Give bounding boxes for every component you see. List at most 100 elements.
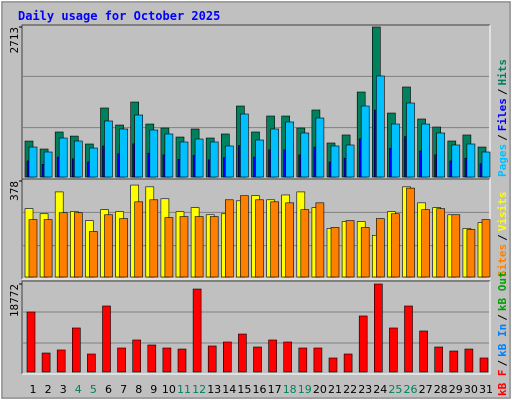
bar: [421, 209, 430, 278]
x-tick-label: 26: [404, 383, 418, 396]
bar: [449, 350, 459, 373]
bar: [479, 357, 489, 373]
bar: [375, 218, 385, 278]
x-tick-label: 18: [283, 383, 297, 396]
bar: [343, 353, 353, 373]
x-tick-label: 8: [135, 383, 142, 396]
x-tick-label: 23: [358, 383, 372, 396]
bar: [345, 220, 355, 278]
bar: [134, 201, 143, 278]
x-tick-label: 22: [343, 383, 357, 396]
x-tick-label: 21: [328, 383, 342, 396]
x-tick-label: 9: [150, 383, 157, 396]
x-tick-label: 27: [419, 383, 433, 396]
bar: [406, 187, 415, 278]
bar: [330, 227, 340, 278]
bar: [253, 346, 262, 373]
bar: [360, 227, 370, 278]
legend: Pages / Files / Hits: [496, 59, 509, 177]
chart-title: Daily usage for October 2025: [18, 9, 220, 23]
bar: [162, 347, 172, 373]
bar: [41, 352, 51, 373]
bar: [300, 132, 310, 178]
bar: [481, 219, 491, 278]
legend-separator: /: [496, 360, 509, 367]
bar: [451, 144, 461, 178]
bar: [466, 143, 476, 178]
bar: [74, 212, 83, 278]
bar: [436, 132, 446, 178]
panel-bevel-dark: [21, 280, 490, 374]
bar: [72, 327, 81, 373]
bar: [434, 346, 444, 373]
bar: [58, 137, 68, 178]
bar: [89, 231, 98, 278]
x-tick-label: 16: [253, 383, 267, 396]
x-tick-label: 4: [75, 383, 82, 396]
legend: Sites / Visits: [496, 192, 509, 278]
x-tick-label: 11: [177, 383, 191, 396]
bar: [404, 305, 413, 373]
bar: [117, 347, 126, 373]
x-tick-label: 5: [90, 383, 97, 396]
bar: [209, 141, 219, 178]
x-tick-label: 20: [313, 383, 327, 396]
bar: [285, 121, 295, 178]
bar: [179, 141, 189, 178]
panel-bevel-light: [22, 179, 491, 280]
bar: [283, 341, 293, 373]
bar: [149, 199, 159, 278]
bar: [104, 120, 113, 178]
legend-entry: Files: [496, 98, 509, 131]
bar: [104, 214, 113, 278]
bar: [313, 347, 323, 373]
panel-bevel-dark: [21, 178, 490, 279]
bar: [134, 114, 143, 178]
x-tick-label: 6: [105, 383, 112, 396]
bar: [419, 330, 428, 373]
bar: [255, 139, 264, 178]
legend-separator: /: [496, 134, 509, 141]
x-tick-label: 29: [449, 383, 463, 396]
bar: [315, 202, 325, 278]
legend-separator: /: [496, 314, 509, 321]
bar: [102, 305, 111, 373]
bar: [285, 202, 295, 278]
bar: [87, 353, 96, 373]
legend-separator: /: [496, 234, 509, 241]
bar: [149, 129, 159, 178]
x-tick-label: 7: [120, 383, 127, 396]
y-max-label: 18772: [8, 284, 21, 317]
x-tick-label: 24: [373, 383, 387, 396]
bar: [270, 201, 279, 278]
bar: [389, 327, 398, 373]
legend-entry: Hits: [496, 59, 509, 86]
x-tick-label: 31: [479, 383, 493, 396]
x-tick-label: 19: [298, 383, 312, 396]
bar: [164, 133, 174, 178]
bar: [58, 212, 68, 278]
legend-entry: Visits: [496, 192, 509, 232]
x-tick-label: 30: [464, 383, 478, 396]
bar: [225, 145, 234, 178]
bar: [391, 123, 400, 178]
bar: [345, 144, 355, 178]
x-tick-label: 28: [434, 383, 448, 396]
bar: [451, 214, 461, 278]
bar: [328, 357, 338, 373]
bar: [207, 345, 217, 373]
bar: [358, 315, 368, 373]
bar: [391, 213, 400, 278]
bar: [132, 339, 141, 373]
bar: [74, 140, 83, 178]
bar: [240, 195, 249, 278]
bar: [240, 113, 249, 178]
bar: [56, 349, 66, 373]
legend-entry: Sites: [496, 244, 509, 277]
bar: [300, 209, 310, 278]
legend-entry: kB F: [496, 370, 509, 397]
bar: [43, 151, 53, 178]
